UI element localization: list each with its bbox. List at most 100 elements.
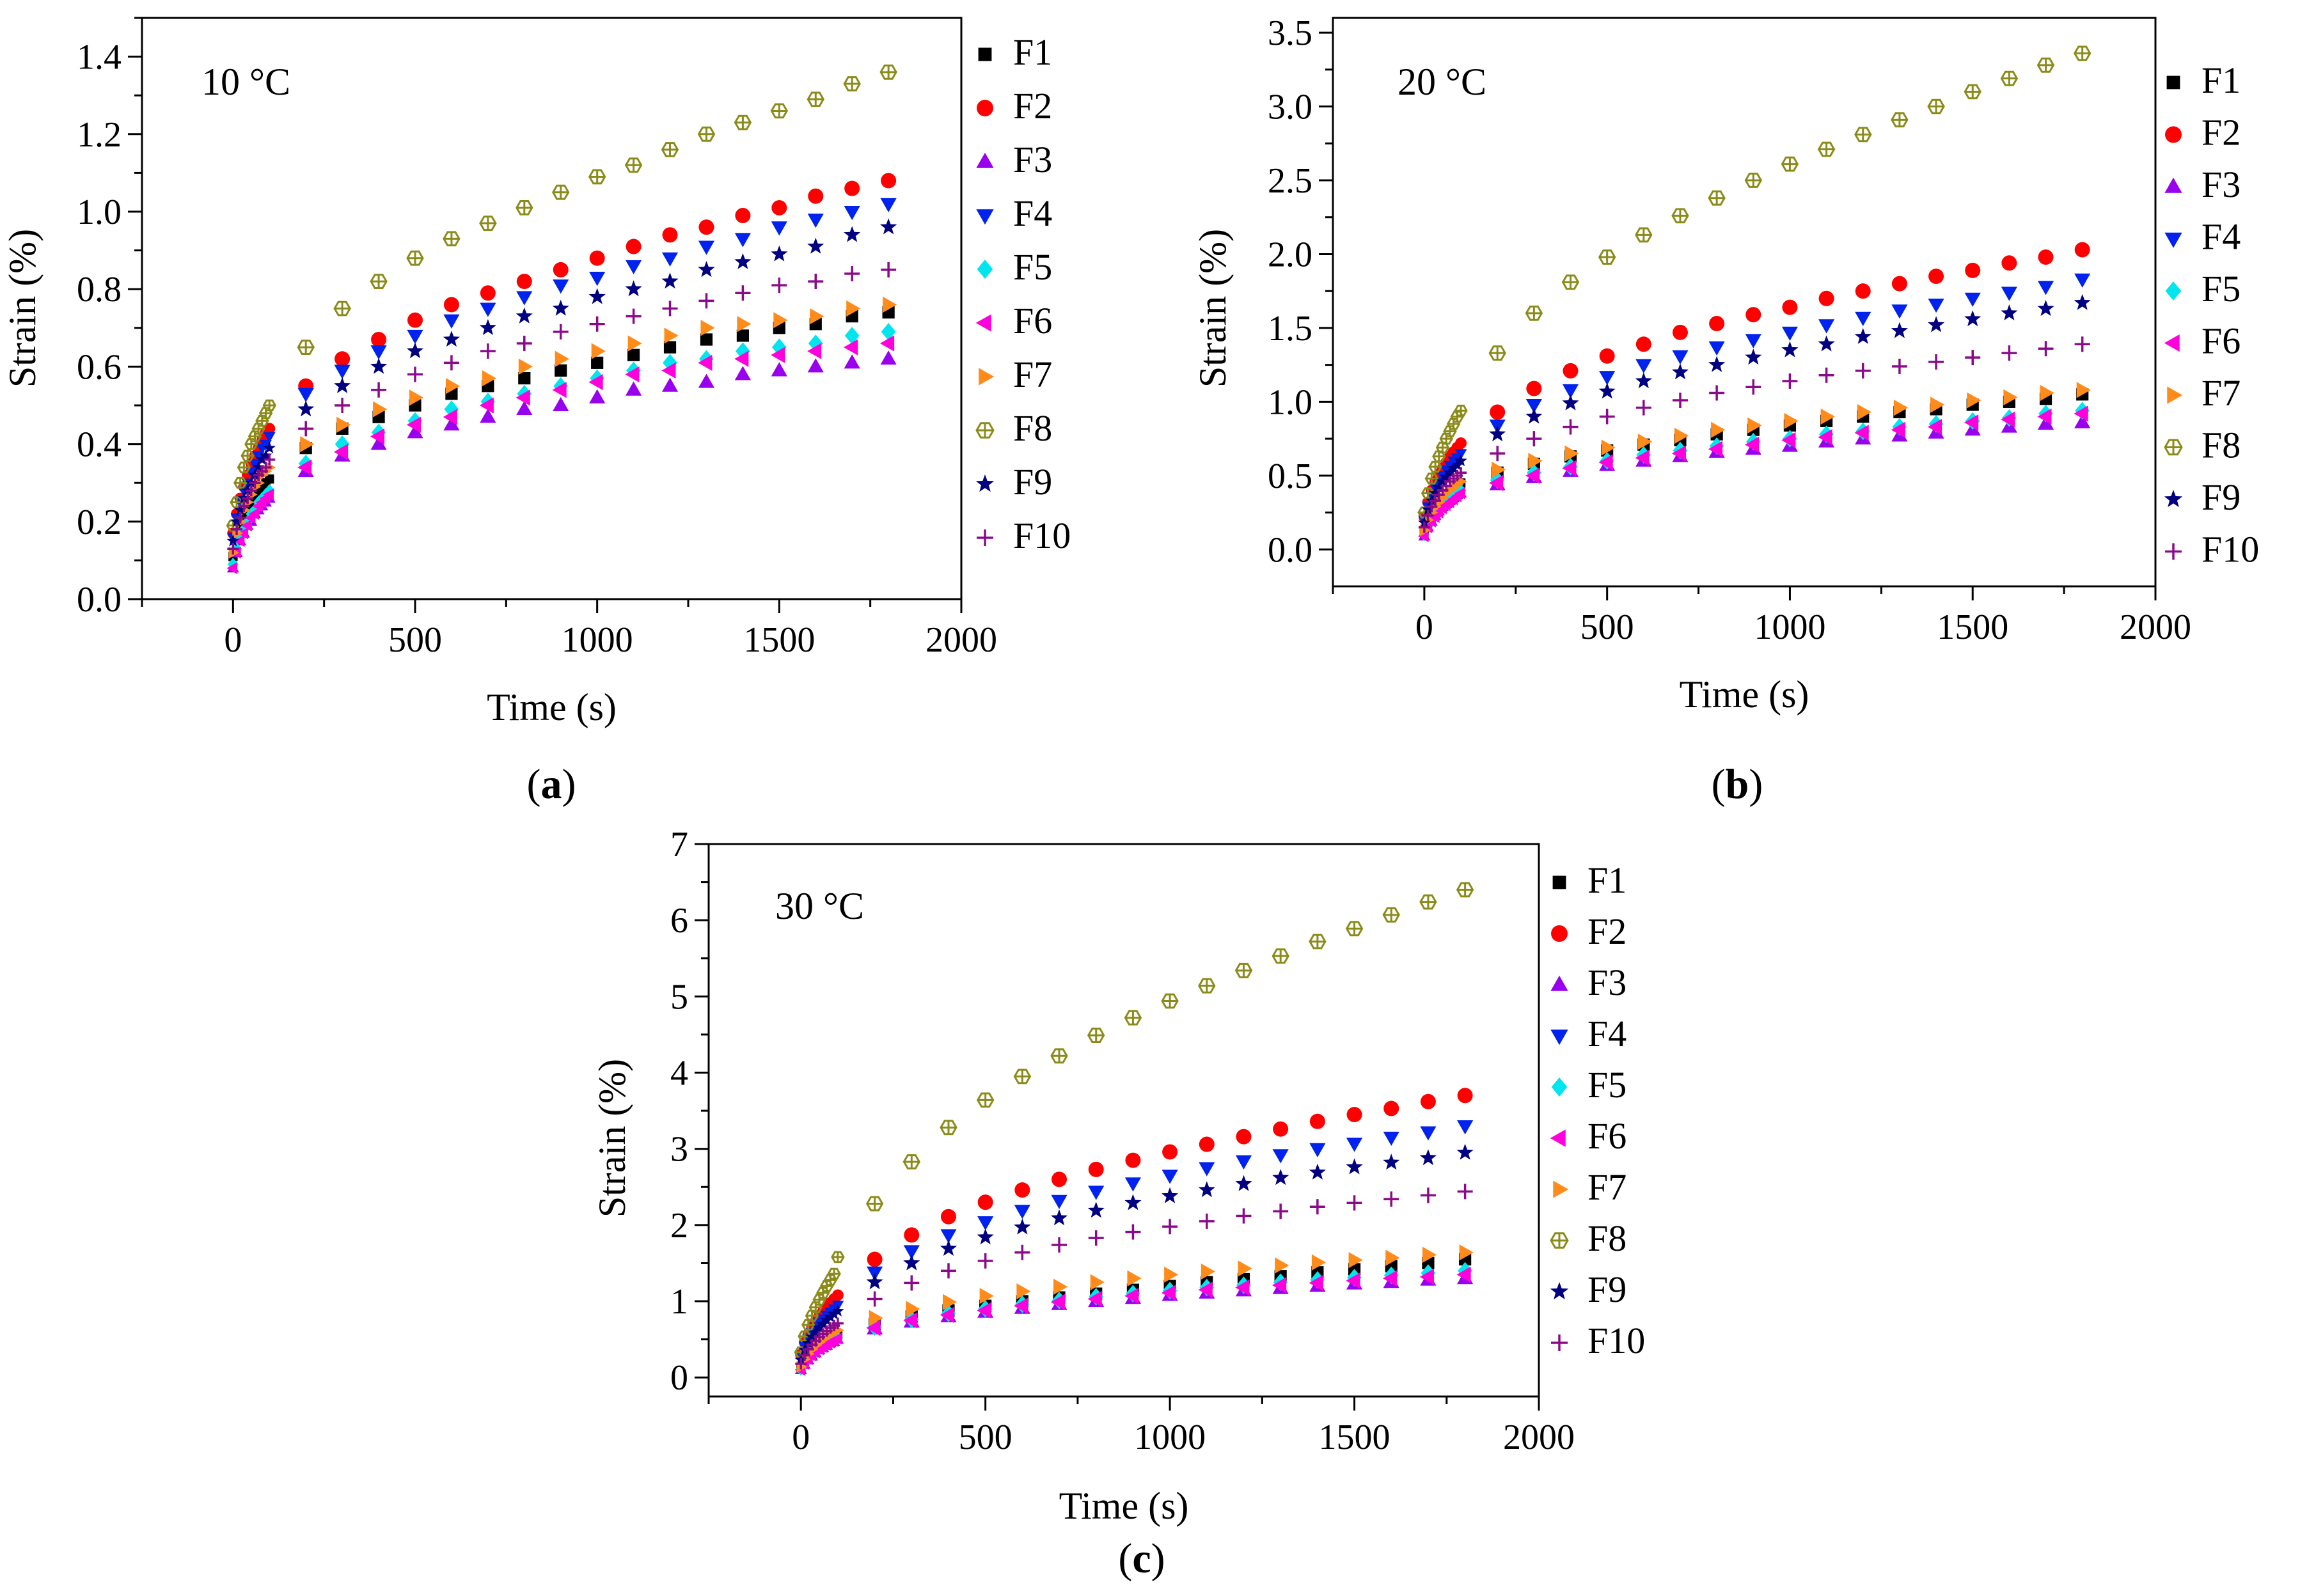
- point-F10: [1430, 495, 1442, 507]
- point-F2: [1236, 1129, 1252, 1145]
- point-F2: [516, 274, 532, 290]
- point-F8: [1781, 156, 1799, 172]
- data-points: [226, 64, 897, 574]
- point-F6: [807, 343, 822, 359]
- point-F6: [297, 459, 312, 476]
- legend-item-F1: F1: [978, 31, 1052, 73]
- point-F10: [844, 265, 860, 281]
- point-F7: [1385, 1249, 1400, 1266]
- point-F9: [1272, 1169, 1289, 1185]
- point-F2: [808, 188, 824, 204]
- point-F2: [904, 1227, 920, 1243]
- point-F2: [1599, 348, 1615, 364]
- point-F4: [903, 1245, 920, 1260]
- point-F6: [1198, 1281, 1213, 1298]
- point-F4: [297, 387, 314, 403]
- point-F2: [698, 219, 714, 235]
- panel-caption: (b): [1712, 761, 1763, 808]
- legend-label: F5: [1587, 1064, 1627, 1106]
- point-F6: [233, 535, 245, 547]
- point-F10: [1383, 1191, 1399, 1207]
- point-F6: [866, 1320, 881, 1336]
- point-F2: [1052, 1171, 1067, 1187]
- point-F9: [801, 1336, 815, 1349]
- point-F7: [1459, 1244, 1474, 1261]
- point-F7: [1857, 403, 1871, 421]
- point-F7: [482, 370, 497, 387]
- point-F9: [1927, 316, 1945, 332]
- legend-item-F3: F3: [976, 139, 1052, 180]
- point-F9: [297, 400, 315, 417]
- star-marker: [2164, 490, 2183, 508]
- point-F8: [1817, 141, 1836, 157]
- point-F10: [1125, 1224, 1141, 1240]
- x-tick-label: 1000: [562, 620, 633, 660]
- point-F2: [1457, 1088, 1473, 1104]
- point-F2: [1891, 276, 1907, 292]
- point-F8: [1598, 249, 1616, 265]
- legend-label: F4: [1587, 1013, 1627, 1054]
- point-F10: [242, 492, 254, 505]
- y-tick-label: 0.4: [77, 425, 122, 465]
- point-F10: [735, 285, 751, 301]
- point-F7: [336, 416, 351, 433]
- point-F6: [1598, 454, 1613, 471]
- point-F4: [1051, 1194, 1067, 1209]
- point-F9: [226, 534, 240, 547]
- point-F4: [516, 291, 533, 306]
- point-F4: [260, 439, 272, 451]
- point-F4: [1272, 1149, 1289, 1164]
- point-F7: [627, 335, 642, 352]
- data-points: [1417, 45, 2091, 542]
- point-F8: [831, 1251, 845, 1264]
- point-F2: [1125, 1152, 1141, 1168]
- legend-item-F1: F1: [1552, 859, 1627, 901]
- point-F6: [1964, 414, 1979, 431]
- point-F8: [807, 91, 825, 107]
- point-F2: [1162, 1144, 1178, 1160]
- triangle-right-marker: [979, 368, 995, 386]
- x-tick-label: 1500: [1319, 1418, 1390, 1457]
- series-F8: [1417, 45, 2091, 519]
- point-F2: [1855, 283, 1871, 299]
- point-F6: [1525, 467, 1540, 484]
- legend: F1 F2 F3 F4 F5 F6 F7 F8 F9 F10: [2164, 59, 2259, 570]
- point-F9: [1451, 458, 1464, 471]
- point-F7: [555, 350, 569, 367]
- point-F10: [771, 278, 787, 293]
- point-F9: [2074, 293, 2091, 310]
- point-F8: [1050, 1048, 1068, 1064]
- point-F4: [626, 260, 642, 275]
- circle-marker: [977, 100, 993, 116]
- point-F8: [1927, 98, 1945, 114]
- x-tick-label: 1500: [743, 620, 815, 660]
- legend-label: F7: [2202, 372, 2241, 414]
- x-tick-label: 2000: [2120, 607, 2191, 647]
- legend-label: F6: [1013, 300, 1052, 341]
- point-F10: [904, 1275, 920, 1291]
- y-tick-label: 1.0: [1268, 382, 1312, 422]
- point-F4: [2001, 286, 2017, 301]
- point-F4: [553, 279, 569, 294]
- point-F7: [1016, 1283, 1031, 1300]
- point-F2: [2001, 255, 2017, 271]
- y-tick-label: 1: [670, 1282, 688, 1322]
- point-F1: [700, 333, 713, 346]
- legend-item-F9: F9: [975, 461, 1052, 503]
- panel-caption: (c): [1118, 1535, 1165, 1582]
- point-F7: [883, 296, 897, 313]
- point-F8: [297, 340, 315, 355]
- legend-item-F8: F8: [2164, 425, 2241, 466]
- legend-label: F5: [1013, 246, 1052, 288]
- point-F10: [1563, 419, 1579, 435]
- point-F8: [233, 476, 248, 489]
- legend-label: F10: [1013, 515, 1071, 556]
- point-F4: [698, 240, 715, 255]
- y-tick-label: 1.5: [1268, 309, 1312, 348]
- point-F8: [2036, 58, 2055, 73]
- legend: F1 F2 F3 F4 F5 F6 F7 F8 F9 F10: [975, 31, 1071, 556]
- point-F8: [1854, 127, 1872, 143]
- point-F9: [588, 288, 606, 304]
- point-F7: [518, 358, 533, 375]
- point-F10: [245, 485, 257, 497]
